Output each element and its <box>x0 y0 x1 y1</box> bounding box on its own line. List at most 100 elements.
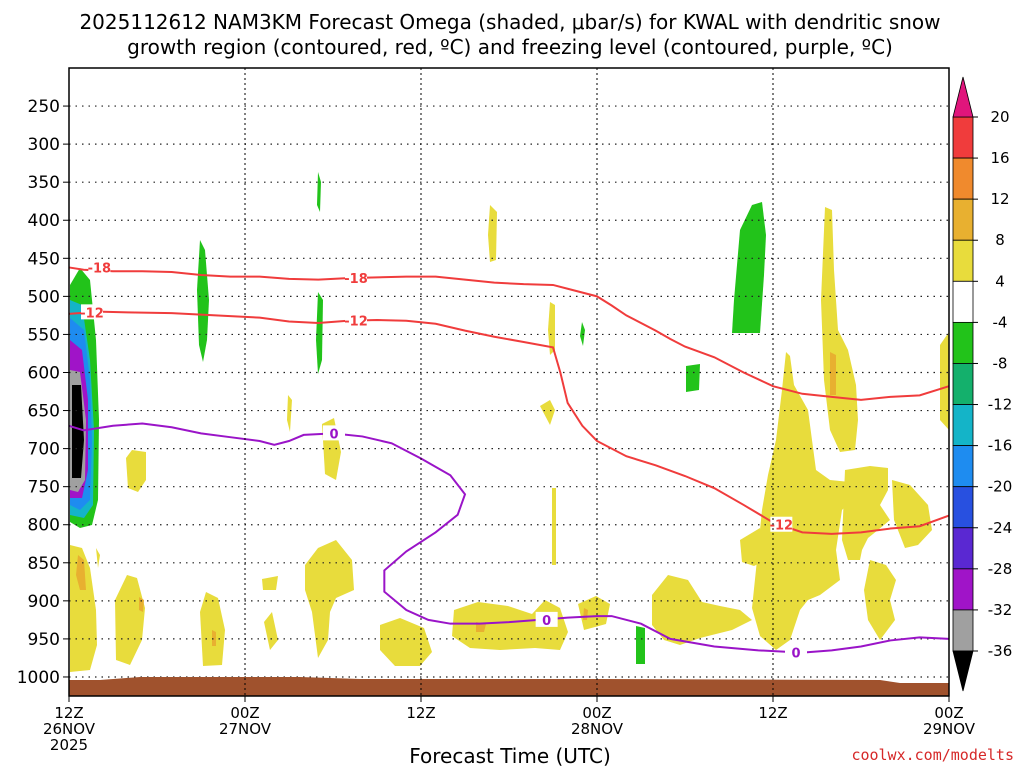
y-tick-label: 700 <box>28 440 60 460</box>
contour-label: 0 <box>542 614 551 629</box>
omega-shade-yellow-23 <box>892 480 932 548</box>
colorbar-label: -24 <box>988 519 1013 537</box>
credit-text: coolwx.com/modelts <box>851 746 1014 764</box>
colorbar-swatch <box>952 198 974 241</box>
x-tick-label: 00Z <box>582 704 611 722</box>
contours: -18 -18 -12 -12 -12 0 0 0 <box>68 259 950 662</box>
omega-shade-yellow-7 <box>264 612 278 650</box>
colorbar-label: 16 <box>990 149 1009 167</box>
colorbar-label: -20 <box>988 478 1013 496</box>
contour-label: -12 <box>80 306 104 321</box>
x-tick-label: 26NOV <box>43 720 96 738</box>
omega-shade-yellow-10 <box>305 540 354 658</box>
contour-label: -12 <box>344 315 368 330</box>
plot-area: -18 -18 -12 -12 -12 0 0 0 <box>68 67 950 697</box>
omega-shade-yellow-5 <box>200 592 225 666</box>
omega-shade-green-6 <box>636 626 645 664</box>
omega-shade-yellow-16 <box>540 400 555 425</box>
y-tick-label: 950 <box>28 630 60 650</box>
x-tick-label: 27NOV <box>219 720 272 738</box>
y-tick-label: 550 <box>28 325 60 345</box>
contour-label: 0 <box>329 427 338 442</box>
contour-label-bg <box>323 425 345 441</box>
contour-label-bg <box>345 312 367 328</box>
x-tick-label: 12Z <box>54 704 83 722</box>
x-tick-label: 12Z <box>406 704 435 722</box>
y-tick-label: 600 <box>28 363 60 383</box>
omega-shade-green-3 <box>316 292 323 374</box>
plot-frame <box>68 67 950 697</box>
colorbar-swatch <box>952 568 974 611</box>
ground-surface <box>69 677 949 696</box>
omega-shade-yellow-4 <box>115 575 145 665</box>
x-axis-label: Forecast Time (UTC) <box>409 744 611 768</box>
contour-label: 0 <box>791 647 800 662</box>
y-tick-label: 1000 <box>17 668 60 688</box>
omega-shade-left-black <box>72 385 84 478</box>
colorbar-label: 4 <box>995 272 1005 290</box>
colorbar: 20 16 12 8 4 -4 -8 -12 -16 -20 -24 -28 -32 -36 <box>952 76 1013 692</box>
x-tick-label: 2025 <box>50 736 88 754</box>
y-tick-label: 650 <box>28 402 60 422</box>
omega-shading-positive <box>70 205 949 672</box>
omega-shade-yellow-18 <box>652 575 752 645</box>
colorbar-swatch <box>952 609 974 652</box>
colorbar-swatch <box>952 404 974 447</box>
y-tick-label: 850 <box>28 554 60 574</box>
x-tick-label: 12Z <box>758 704 787 722</box>
y-tick-label: 350 <box>28 173 60 193</box>
y-tick-label: 400 <box>28 211 60 231</box>
contour-label: -18 <box>88 261 112 276</box>
omega-shade-yellow-20 <box>752 352 860 650</box>
y-tick-label: 500 <box>28 287 60 307</box>
colorbar-label: -12 <box>988 396 1013 414</box>
omega-shade-green-7 <box>732 202 766 333</box>
colorbar-swatch <box>952 239 974 282</box>
colorbar-swatch <box>952 363 974 405</box>
colorbar-top-arrow <box>952 76 974 118</box>
omega-shading-negative <box>70 172 766 664</box>
contour-line <box>68 310 950 535</box>
contour-label-bg <box>88 259 111 275</box>
colorbar-label: 8 <box>995 231 1005 249</box>
y-tick-label: 800 <box>28 516 60 536</box>
contour-line <box>68 266 950 401</box>
omega-shade-yellow-14 <box>488 205 497 262</box>
contour-label-bg <box>770 516 793 532</box>
colorbar-swatch <box>952 527 974 570</box>
colorbar-swatch <box>952 157 974 200</box>
colorbar-bottom-arrow <box>952 650 974 692</box>
colorbar-label: -4 <box>993 313 1008 331</box>
x-tick-label: 28NOV <box>571 720 624 738</box>
contour-line <box>68 422 950 654</box>
omega-shade-yellow-2 <box>96 548 100 568</box>
omega-shade-green-2 <box>317 172 321 212</box>
colorbar-swatch <box>952 280 974 323</box>
x-tick-label: 00Z <box>230 704 259 722</box>
omega-shade-green-5 <box>686 364 700 392</box>
omega-shade-yellow-3 <box>126 450 146 492</box>
x-tick-label: 29NOV <box>923 720 976 738</box>
colorbar-label: -16 <box>988 437 1013 455</box>
chart-title-line-2: growth region (contoured, red, ºC) and f… <box>127 35 893 59</box>
y-tick-label: 450 <box>28 249 60 269</box>
colorbar-label: -28 <box>988 560 1013 578</box>
omega-shade-yellow-6 <box>262 576 278 590</box>
omega-shade-orange-2 <box>139 597 144 612</box>
y-axis: 250 300 350 400 450 500 550 600 650 700 750 800 850 9… <box>17 97 69 688</box>
contour-label-bg <box>785 644 807 660</box>
omega-shade-yellow-25 <box>940 332 949 430</box>
contour-label-bg <box>345 270 367 286</box>
colorbar-swatch <box>952 445 974 488</box>
omega-shade-green-1 <box>197 240 209 362</box>
y-tick-label: 750 <box>28 478 60 498</box>
omega-shade-yellow-13 <box>578 596 610 630</box>
omega-shade-yellow-8 <box>287 395 292 432</box>
contour-label: -12 <box>770 519 794 534</box>
colorbar-swatch <box>952 116 974 159</box>
omega-shade-orange-3 <box>212 630 216 646</box>
omega-shade-yellow-17 <box>552 488 556 565</box>
omega-shade-yellow-24 <box>864 560 896 640</box>
